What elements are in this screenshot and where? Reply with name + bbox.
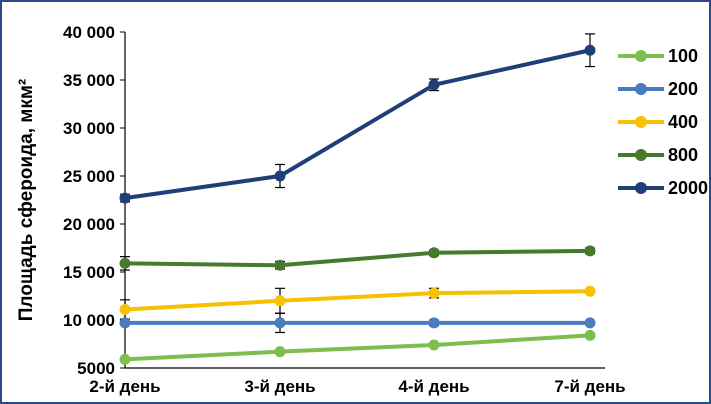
error-bars: [120, 33, 595, 334]
x-tick-label: 4-й день: [398, 377, 469, 396]
series-line-2000: [124, 48, 591, 201]
data-point-800: [119, 257, 131, 269]
data-point-400: [274, 295, 286, 307]
axes: [120, 31, 605, 369]
y-tick-label: 20 000: [63, 215, 115, 234]
data-point-100: [584, 329, 596, 341]
series-line-100: [124, 333, 591, 362]
legend-label-100: 100: [668, 46, 698, 66]
series-points: [119, 44, 596, 365]
x-tick-label: 7-й день: [554, 377, 625, 396]
data-point-200: [119, 317, 131, 329]
y-tick-label: 10 000: [63, 311, 115, 330]
series-lines: [124, 48, 591, 362]
y-tick-label: 35 000: [63, 71, 115, 90]
data-point-200: [584, 317, 596, 329]
legend-marker-400: [635, 116, 647, 128]
legend-marker-800: [635, 149, 647, 161]
legend: 100 200 400 800 2000: [618, 46, 708, 198]
legend-marker-2000: [635, 182, 647, 194]
y-tick-label: 25 000: [63, 167, 115, 186]
legend-marker-200: [635, 83, 647, 95]
data-point-800: [584, 245, 596, 257]
y-tick-labels: 5000 10 000 15 000 20 000 25 000 30 000 35 000…: [63, 23, 115, 378]
data-point-400: [428, 287, 440, 299]
series-line-400: [124, 289, 591, 312]
data-point-2000: [428, 79, 440, 91]
y-tick-label: 40 000: [63, 23, 115, 42]
y-axis-label: Площадь сфероида, мкм²: [16, 79, 37, 321]
data-point-400: [119, 303, 131, 315]
data-point-200: [428, 317, 440, 329]
x-tick-labels: 2-й день 3-й день 4-й день 7-й день: [89, 377, 625, 396]
x-tick-label: 2-й день: [89, 377, 160, 396]
legend-label-200: 200: [668, 79, 698, 99]
data-point-2000: [584, 44, 596, 56]
legend-label-400: 400: [668, 112, 698, 132]
series-line-800: [124, 248, 591, 268]
legend-label-800: 800: [668, 145, 698, 165]
data-point-400: [584, 285, 596, 297]
legend-label-2000: 2000: [668, 178, 708, 198]
y-tick-label: 5000: [77, 359, 115, 378]
y-tick-label: 15 000: [63, 263, 115, 282]
data-point-200: [274, 317, 286, 329]
data-point-800: [428, 247, 440, 259]
x-tick-label: 3-й день: [244, 377, 315, 396]
data-point-800: [274, 259, 286, 271]
data-point-2000: [274, 170, 286, 182]
legend-marker-100: [635, 50, 647, 62]
y-tick-label: 30 000: [63, 119, 115, 138]
data-point-2000: [119, 192, 131, 204]
data-point-100: [428, 339, 440, 351]
data-point-100: [274, 346, 286, 358]
data-point-100: [119, 353, 131, 365]
